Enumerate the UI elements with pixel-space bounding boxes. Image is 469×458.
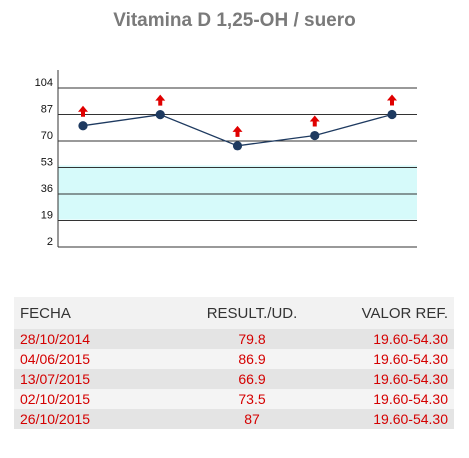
y-tick-label: 19: [41, 210, 53, 222]
row-ref-range: 19.60-54.30: [328, 329, 454, 349]
reference-range-band: [58, 165, 417, 220]
y-tick-label: 36: [41, 183, 53, 195]
row-date: 04/06/2015: [14, 349, 176, 369]
results-table: FECHA RESULT./UD. VALOR REF. 28/10/2014 …: [14, 297, 454, 429]
row-result: 73.5: [176, 389, 328, 409]
high-arrow-icon: [78, 105, 88, 117]
high-arrow-icon: [155, 94, 166, 106]
row-date: 28/10/2014: [14, 329, 176, 349]
header-fecha: FECHA: [14, 297, 176, 329]
row-result: 66.9: [176, 369, 328, 389]
row-date: 13/07/2015: [14, 369, 176, 389]
header-valor-ref: VALOR REF.: [328, 297, 454, 329]
table-row: 02/10/2015 73.5 19.60-54.30: [14, 389, 454, 409]
data-point: [232, 141, 243, 151]
row-result: 87: [176, 409, 328, 429]
table-row: 13/07/2015 66.9 19.60-54.30: [14, 369, 454, 389]
y-tick-label: 104: [35, 77, 53, 89]
chart-title: Vitamina D 1,25-OH / suero: [113, 10, 356, 31]
table-row: 26/10/2015 87 19.60-54.30: [14, 409, 454, 429]
row-ref-range: 19.60-54.30: [328, 369, 454, 389]
row-ref-range: 19.60-54.30: [328, 349, 454, 369]
y-tick-label: 87: [41, 104, 53, 116]
data-point: [155, 110, 165, 120]
table-row: 04/06/2015 86.9 19.60-54.30: [14, 349, 454, 369]
row-date: 02/10/2015: [14, 389, 176, 409]
high-arrow-icon: [232, 125, 243, 137]
data-point: [387, 109, 397, 120]
high-arrow-icon: [387, 94, 397, 106]
row-date: 26/10/2015: [14, 409, 176, 429]
row-ref-range: 19.60-54.30: [328, 389, 454, 409]
data-point: [310, 130, 320, 141]
header-result: RESULT./UD.: [176, 297, 328, 329]
row-result: 86.9: [176, 349, 328, 369]
line-chart: 104 87 70 53 36 19 2: [35, 70, 417, 248]
high-arrow-icon: [309, 115, 320, 127]
results-header-row: FECHA RESULT./UD. VALOR REF.: [14, 297, 454, 329]
data-point: [78, 121, 88, 131]
y-tick-label: 70: [41, 130, 53, 142]
y-tick-label: 2: [47, 236, 53, 248]
table-row: 28/10/2014 79.8 19.60-54.30: [14, 329, 454, 349]
row-ref-range: 19.60-54.30: [328, 409, 454, 429]
row-result: 79.8: [176, 329, 328, 349]
y-tick-label: 53: [41, 157, 53, 169]
